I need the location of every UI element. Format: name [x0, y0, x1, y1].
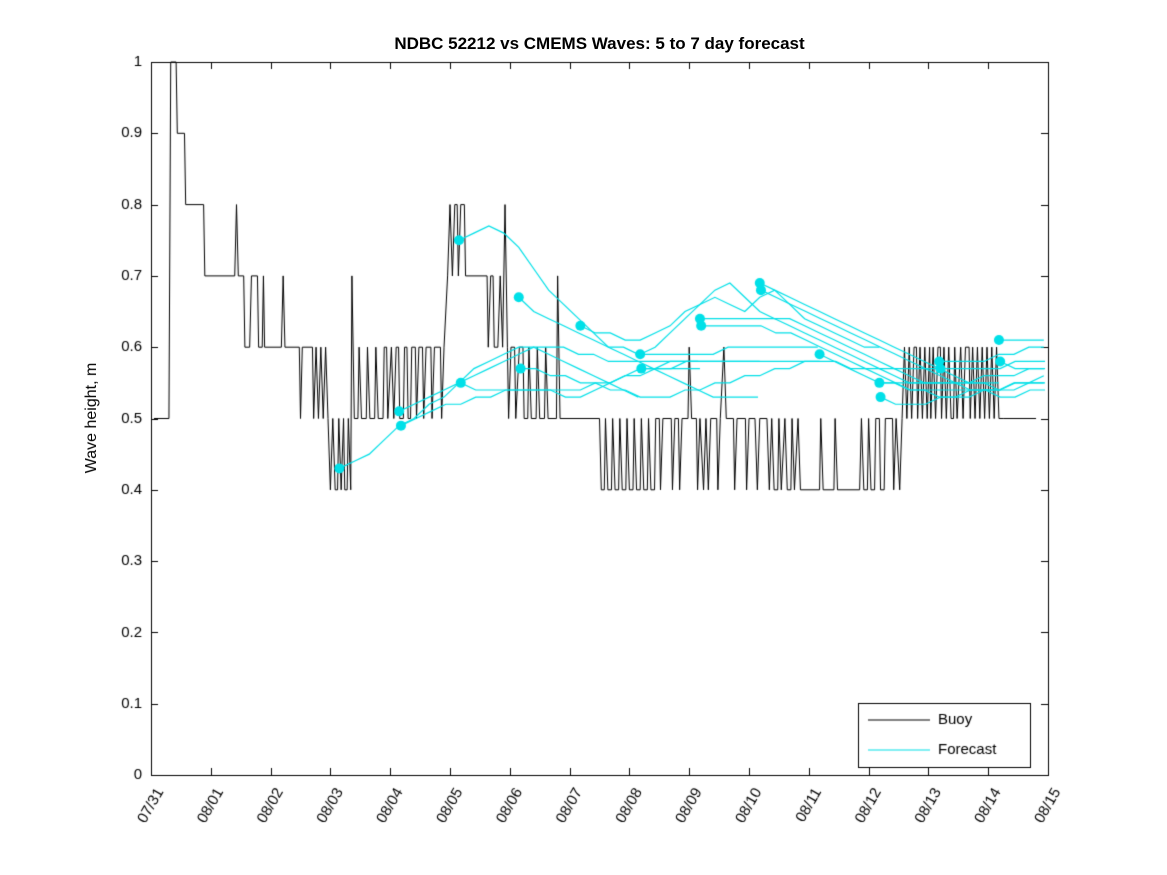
y-axis-label: Wave height, m	[83, 362, 100, 474]
chart-title: NDBC 52212 vs CMEMS Waves: 5 to 7 day fo…	[394, 34, 805, 53]
